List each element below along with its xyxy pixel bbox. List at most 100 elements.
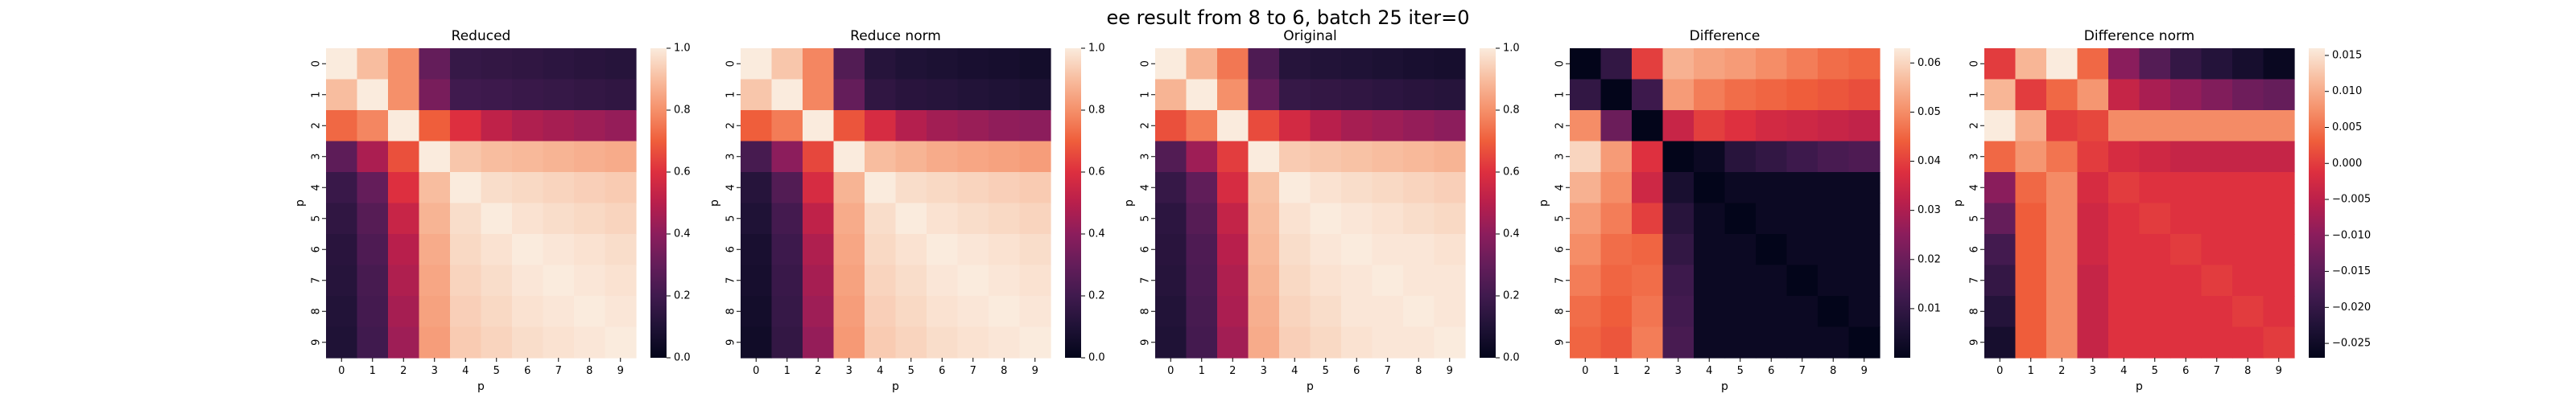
x-tick-label: 6 bbox=[1353, 365, 1360, 377]
heatmap-cell bbox=[2139, 48, 2171, 80]
heatmap-cell bbox=[2015, 296, 2047, 328]
heatmap-cell bbox=[1372, 296, 1404, 328]
heatmap-cell bbox=[865, 110, 897, 142]
heatmap-cell bbox=[1848, 110, 1880, 142]
heatmap-cell bbox=[833, 110, 865, 142]
x-tick-label: 4 bbox=[2120, 365, 2127, 377]
heatmap-cell bbox=[1217, 234, 1249, 266]
heatmap-cell bbox=[481, 234, 513, 266]
heatmap-cell bbox=[1786, 172, 1818, 204]
heatmap-cell bbox=[357, 172, 389, 204]
heatmap-cell bbox=[1818, 48, 1850, 80]
heatmap-cell bbox=[605, 141, 637, 173]
x-tick-label: 7 bbox=[2214, 365, 2220, 377]
heatmap-cell bbox=[326, 79, 358, 111]
x-tick-label: 3 bbox=[846, 365, 852, 377]
heatmap-cell bbox=[2201, 326, 2233, 359]
heatmap-cell bbox=[1600, 79, 1633, 111]
y-tick-label: 7 bbox=[1554, 277, 1567, 284]
y-tick-label: 5 bbox=[311, 215, 323, 222]
heatmap-cell bbox=[2015, 326, 2047, 359]
heatmap-cell bbox=[1662, 234, 1695, 266]
heatmap-cell bbox=[2263, 172, 2295, 204]
y-tick-label: 8 bbox=[311, 308, 323, 314]
heatmap-cell bbox=[1632, 172, 1664, 204]
x-tick-label: 1 bbox=[784, 365, 791, 377]
x-tick-label: 2 bbox=[2058, 365, 2065, 377]
heatmap-cell bbox=[326, 234, 358, 266]
heatmap-cell bbox=[605, 110, 637, 142]
heatmap-cell bbox=[2077, 48, 2109, 80]
heatmap-cell bbox=[419, 296, 451, 328]
heatmap-cell bbox=[1310, 79, 1342, 111]
heatmap-cell bbox=[450, 296, 482, 328]
heatmap-cell bbox=[512, 141, 544, 173]
heatmap-cell bbox=[1019, 79, 1051, 111]
heatmap-cell bbox=[1403, 234, 1435, 266]
heatmap-cell bbox=[1248, 203, 1280, 235]
heatmap-cell bbox=[512, 172, 544, 204]
y-tick-label: 9 bbox=[1140, 339, 1152, 346]
heatmap-cell bbox=[1662, 265, 1695, 297]
heatmap-cell bbox=[1155, 110, 1187, 142]
heatmap-cell bbox=[895, 326, 927, 359]
heatmap-cell bbox=[771, 296, 803, 328]
colorbar-tick-label: 0.000 bbox=[2332, 158, 2362, 170]
heatmap-cell bbox=[326, 48, 358, 80]
heatmap-cell bbox=[1434, 79, 1466, 111]
heatmap-cell bbox=[419, 172, 451, 204]
heatmap-panel: Difference norm 0 1 2 3 4 5 6 7 8 9 p 0 1 2 3 4 5 6 7 8 9 p −0.… bbox=[1952, 28, 2371, 393]
heatmap-cell bbox=[1984, 265, 2017, 297]
y-tick-label: 5 bbox=[1554, 215, 1567, 222]
heatmap-cell bbox=[1570, 234, 1602, 266]
y-tick-label: 4 bbox=[1969, 184, 1981, 191]
y-tick-label: 9 bbox=[725, 339, 737, 346]
heatmap-cell bbox=[2139, 234, 2171, 266]
y-tick-label: 9 bbox=[1969, 339, 1981, 346]
heatmap-cell bbox=[927, 296, 959, 328]
heatmap-cell bbox=[1019, 326, 1051, 359]
heatmap-cell bbox=[865, 265, 897, 297]
heatmap-cell bbox=[2077, 79, 2109, 111]
heatmap-cell bbox=[1217, 110, 1249, 142]
heatmap-cell bbox=[865, 172, 897, 204]
heatmap-cell bbox=[1341, 110, 1373, 142]
heatmap-cell bbox=[989, 79, 1021, 111]
heatmap-cell bbox=[1662, 141, 1695, 173]
colorbar-tick-label: 0.0 bbox=[1088, 352, 1105, 364]
colorbar-tick-label: 1.0 bbox=[1088, 43, 1105, 55]
heatmap-cell bbox=[2046, 296, 2079, 328]
x-tick-label: 7 bbox=[1799, 365, 1806, 377]
heatmap-cell bbox=[2263, 110, 2295, 142]
heatmap-cell bbox=[833, 296, 865, 328]
heatmap-cell bbox=[357, 203, 389, 235]
x-tick-label: 5 bbox=[493, 365, 500, 377]
heatmap-cell bbox=[2170, 141, 2202, 173]
heatmap-cell bbox=[419, 48, 451, 80]
x-tick-label: 5 bbox=[908, 365, 914, 377]
heatmap-cell bbox=[2108, 265, 2140, 297]
heatmap-cell bbox=[2232, 172, 2264, 204]
colorbar-tick-label: 0.2 bbox=[1088, 290, 1105, 302]
heatmap-cell bbox=[1403, 296, 1435, 328]
heatmap-cell bbox=[1403, 326, 1435, 359]
heatmap-cell bbox=[1632, 203, 1664, 235]
heatmap-cell bbox=[1694, 296, 1726, 328]
heatmap-cell bbox=[512, 203, 544, 235]
heatmap-cell bbox=[1848, 234, 1880, 266]
heatmap-cell bbox=[574, 79, 606, 111]
heatmap-cell bbox=[833, 265, 865, 297]
heatmap-cell bbox=[1632, 110, 1664, 142]
heatmap-cell bbox=[895, 48, 927, 80]
heatmap-cell bbox=[1248, 234, 1280, 266]
heatmap-cell bbox=[2077, 110, 2109, 142]
heatmap-cell bbox=[741, 234, 773, 266]
y-tick-label: 8 bbox=[1969, 308, 1981, 314]
heatmap-cell bbox=[1984, 326, 2017, 359]
heatmap-cell bbox=[1341, 141, 1373, 173]
heatmap-cell bbox=[1724, 326, 1757, 359]
y-tick-label: 0 bbox=[311, 60, 323, 67]
heatmap-cell bbox=[1632, 326, 1664, 359]
heatmap-cell bbox=[326, 172, 358, 204]
heatmap-cell bbox=[1632, 79, 1664, 111]
